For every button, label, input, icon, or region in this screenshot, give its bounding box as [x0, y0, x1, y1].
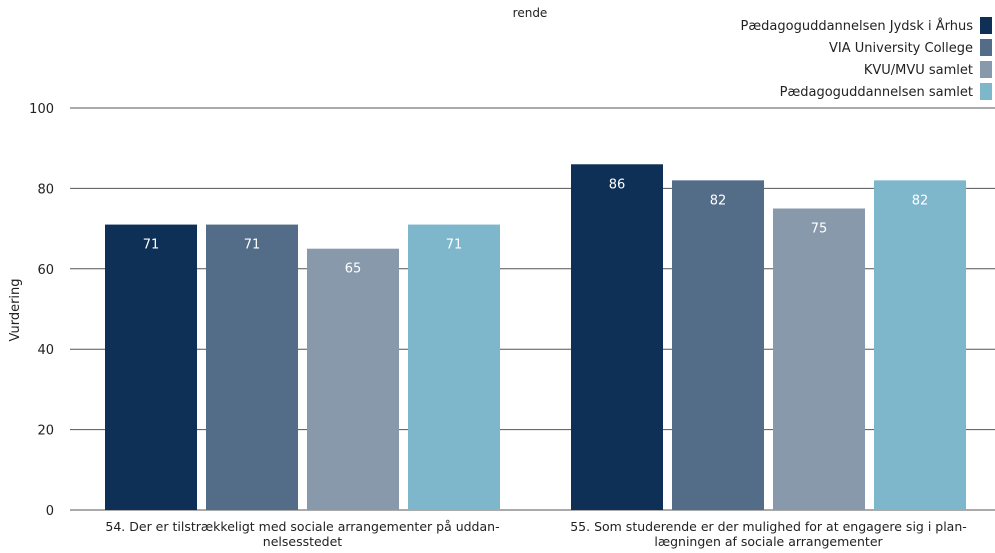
bar	[773, 208, 865, 510]
bar-value-label: 71	[244, 238, 261, 253]
category-label-line: lægningen af sociale arrangementer	[654, 534, 883, 549]
category-label-line: 54. Der er tilstrækkeligt med sociale ar…	[105, 519, 499, 534]
y-axis-label: Vurdering	[8, 278, 23, 341]
category-label-line: 55. Som studerende er der mulighed for a…	[570, 519, 967, 534]
bar	[105, 224, 197, 510]
bar	[206, 224, 298, 510]
bar-value-label: 65	[345, 262, 362, 277]
bar-value-label: 71	[446, 238, 463, 253]
bars	[105, 164, 966, 511]
y-tick-label: 80	[37, 182, 54, 197]
legend: Pædagoguddannelsen Jydsk i Århus VIA Univ…	[741, 17, 992, 100]
bar-value-label: 82	[912, 193, 929, 208]
top-text: rende	[513, 6, 548, 20]
bar	[307, 248, 399, 510]
legend-label: Pædagoguddannelsen Jydsk i Århus	[741, 18, 974, 34]
legend-label: Pædagoguddannelsen samlet	[780, 85, 973, 100]
bar-value-label: 82	[710, 193, 727, 208]
bar	[874, 180, 966, 511]
bar	[408, 224, 500, 510]
category-label-line: nelsesstedet	[263, 534, 343, 549]
bar	[672, 180, 764, 511]
y-axis-ticks: 0 20 40 60 80 100	[29, 102, 54, 519]
legend-swatch	[980, 83, 992, 100]
y-tick-label: 40	[37, 343, 54, 358]
y-tick-label: 100	[29, 102, 54, 117]
bar-value-label: 71	[143, 238, 160, 253]
bar-value-label: 86	[609, 177, 626, 192]
legend-label: VIA University College	[829, 41, 973, 56]
y-tick-label: 60	[37, 263, 54, 278]
y-tick-label: 20	[37, 424, 54, 439]
bar-value-label: 75	[811, 222, 828, 237]
category-labels: 54. Der er tilstrækkeligt med sociale ar…	[105, 519, 966, 549]
y-tick-label: 0	[46, 504, 54, 519]
legend-swatch	[980, 61, 992, 78]
legend-swatch	[980, 17, 992, 34]
legend-label: KVU/MVU samlet	[864, 63, 973, 78]
category-label: 55. Som studerende er der mulighed for a…	[570, 519, 967, 549]
category-label: 54. Der er tilstrækkeligt med sociale ar…	[105, 519, 499, 549]
bar	[571, 164, 663, 510]
legend-swatch	[980, 39, 992, 56]
value-labels: 71 71 65 71 86 82 75 82	[143, 177, 929, 276]
